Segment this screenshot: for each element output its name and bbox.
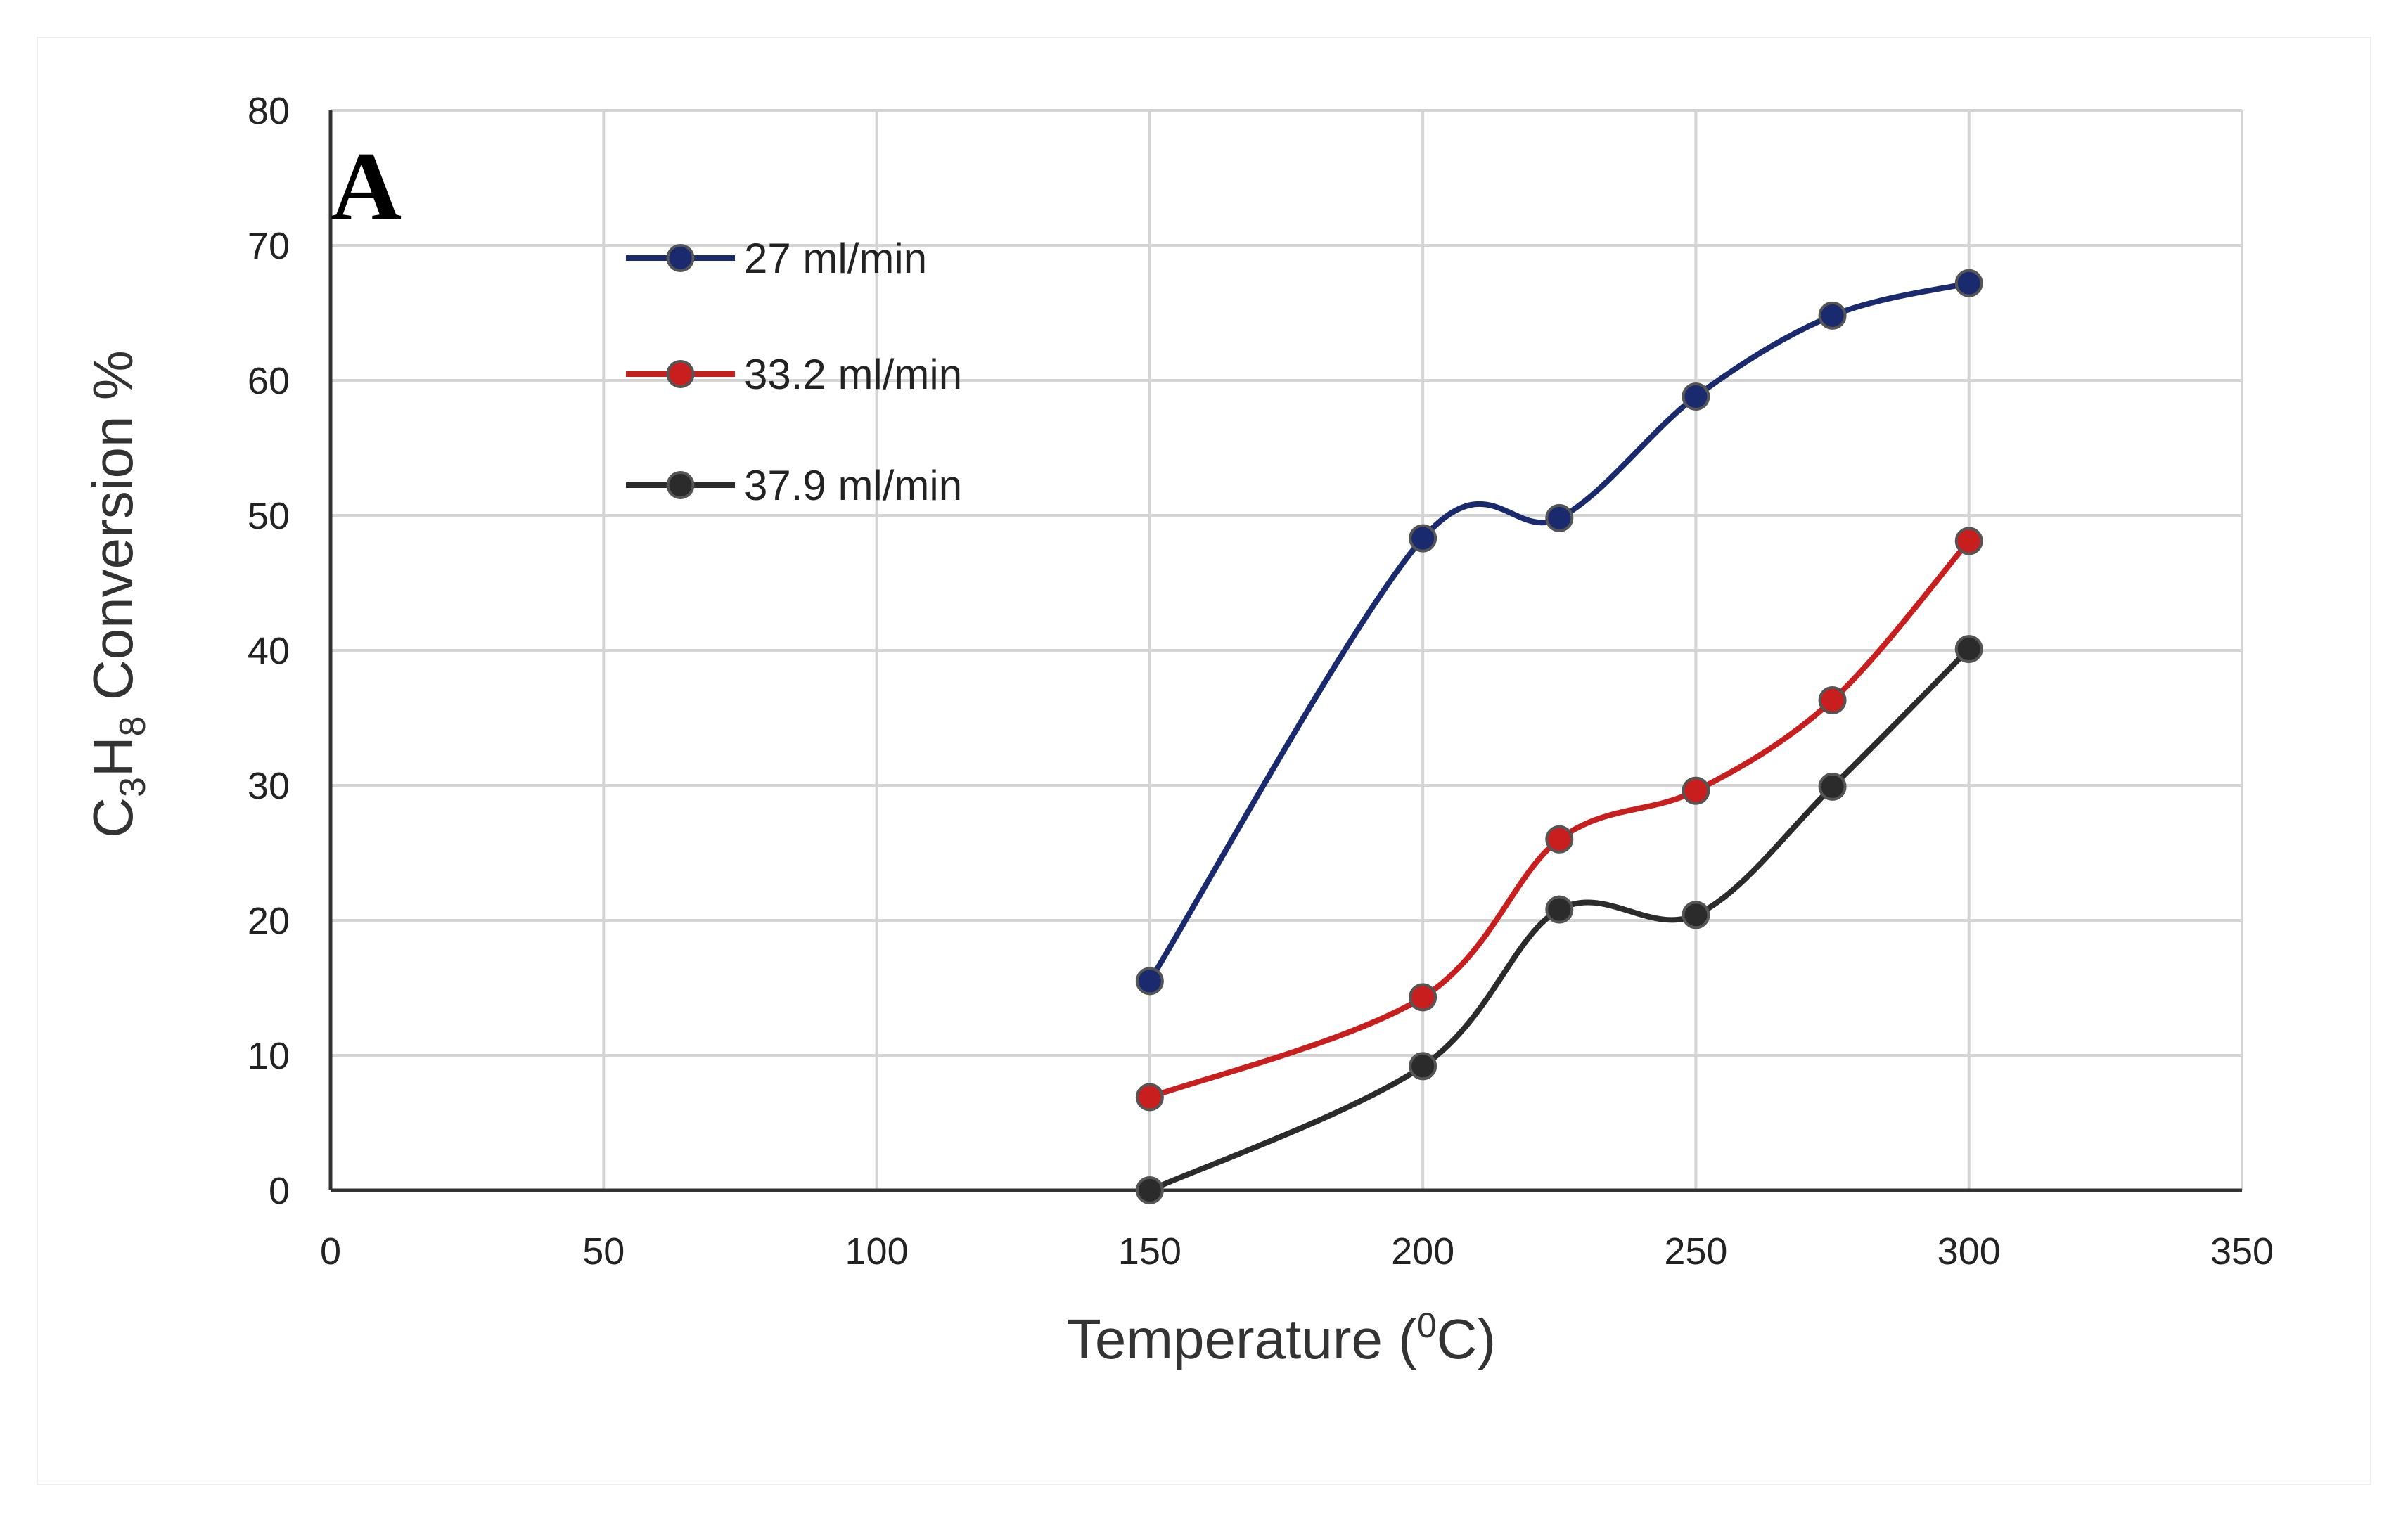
legend-label-3: 37.9 ml/min <box>744 462 962 509</box>
data-point-s3-x200 <box>1409 1052 1437 1081</box>
y-axis-title: C3H8 Conversion % <box>82 350 153 838</box>
x-tick-label-200: 200 <box>1391 1230 1454 1273</box>
x-tick-label-250: 250 <box>1664 1230 1727 1273</box>
chart-frame <box>37 37 2371 1485</box>
legend-marker-1 <box>666 244 695 272</box>
data-point-s3-x225 <box>1545 895 1574 924</box>
data-point-s2-x275 <box>1818 686 1847 715</box>
legend-marker-3 <box>666 471 695 499</box>
data-point-s3-x300 <box>1954 635 1983 664</box>
legend-label-2: 33.2 ml/min <box>744 351 962 398</box>
series-line-1 <box>1146 280 1972 984</box>
x-tick-label-350: 350 <box>2210 1230 2274 1273</box>
data-point-s1-x200 <box>1409 524 1437 553</box>
series-1 <box>1135 269 1983 996</box>
y-axis-title-c: C <box>82 797 144 838</box>
y-tick-label-80: 80 <box>248 90 290 132</box>
y-tick-label-50: 50 <box>248 495 290 537</box>
panel-label: A <box>331 132 402 241</box>
y-axis-title-rest: Conversion % <box>82 350 144 716</box>
axes <box>328 110 2242 1192</box>
legend-item-3: 37.9 ml/min <box>626 462 962 509</box>
data-point-s1-x300 <box>1954 269 1983 297</box>
data-point-s3-x250 <box>1682 901 1710 929</box>
x-tick-label-0: 0 <box>320 1230 341 1273</box>
legend-item-2: 33.2 ml/min <box>626 351 962 398</box>
legend-item-1: 27 ml/min <box>626 235 927 282</box>
y-tick-label-60: 60 <box>248 360 290 402</box>
y-tick-label-0: 0 <box>269 1170 290 1212</box>
x-axis-title-suffix: C) <box>1437 1308 1496 1370</box>
legend-marker-2 <box>666 360 695 388</box>
y-tick-label-10: 10 <box>248 1035 290 1077</box>
y-tick-label-70: 70 <box>248 225 290 267</box>
legend-label-1: 27 ml/min <box>744 235 927 282</box>
y-axis-title-h: H <box>82 736 144 777</box>
series-line-2 <box>1146 538 1972 1100</box>
y-tick-label-40: 40 <box>248 630 290 672</box>
data-point-s3-x275 <box>1818 772 1847 801</box>
x-axis-title: Temperature (0C) <box>1067 1306 1496 1370</box>
x-axis-title-superscript: 0 <box>1417 1306 1437 1345</box>
data-point-s2-x300 <box>1954 527 1983 555</box>
data-point-s1-x250 <box>1682 382 1710 411</box>
tick-labels: 0 50 100 150 200 250 300 350 0 10 20 30 40 50 60 70 80 <box>248 90 2274 1273</box>
series-line-3 <box>1146 646 1972 1193</box>
x-axis-title-prefix: Temperature ( <box>1067 1308 1417 1370</box>
series-lines <box>1135 269 1983 1204</box>
y-axis-title-c-subscript: 3 <box>113 777 153 797</box>
data-point-s3-x150 <box>1135 1176 1164 1204</box>
series-2 <box>1135 527 1983 1112</box>
data-point-s1-x225 <box>1545 503 1574 532</box>
data-point-s1-x150 <box>1135 967 1164 996</box>
x-tick-label-50: 50 <box>582 1230 625 1273</box>
legend: 27 ml/min 33.2 ml/min 37.9 ml/min <box>626 235 962 509</box>
data-point-s2-x150 <box>1135 1083 1164 1112</box>
data-point-s2-x225 <box>1545 825 1574 854</box>
data-point-s1-x275 <box>1818 301 1847 330</box>
data-point-s2-x250 <box>1682 776 1710 805</box>
x-tick-label-150: 150 <box>1118 1230 1181 1273</box>
series-3 <box>1135 635 1983 1204</box>
x-tick-label-300: 300 <box>1938 1230 2001 1273</box>
data-point-s2-x200 <box>1409 983 1437 1012</box>
y-tick-label-30: 30 <box>248 765 290 807</box>
y-axis-title-h-subscript: 8 <box>113 716 153 736</box>
x-tick-label-100: 100 <box>845 1230 909 1273</box>
y-tick-label-20: 20 <box>248 900 290 942</box>
